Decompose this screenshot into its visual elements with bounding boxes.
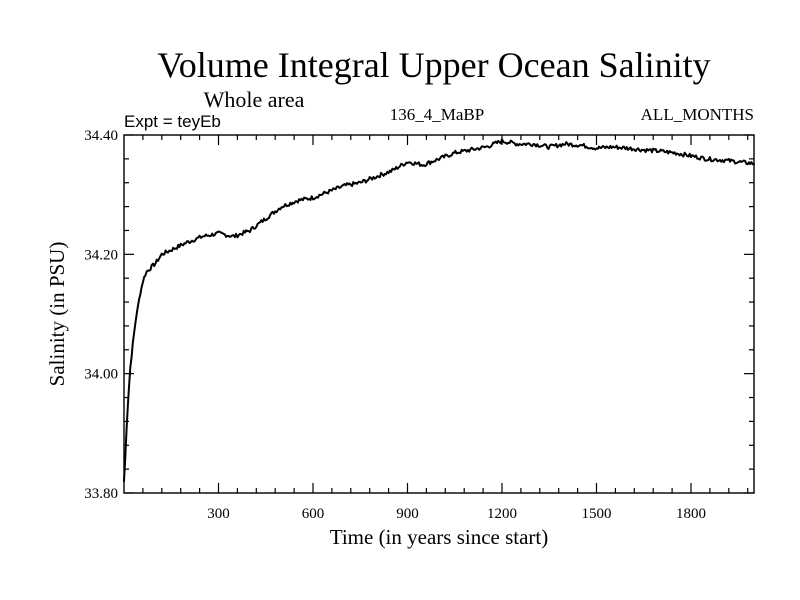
- y-tick-labels: 33.80 34.00 34.20 34.40: [84, 128, 118, 502]
- y-axis-label: Salinity (in PSU): [45, 242, 69, 387]
- salinity-line: [123, 138, 755, 483]
- x-tick-labels: 300 600 900 1200 1500 1800: [207, 506, 706, 522]
- x-tick-label: 600: [302, 506, 325, 522]
- run-label: 136_4_MaBP: [390, 105, 484, 124]
- tick-marks: [124, 134, 754, 494]
- months-label: ALL_MONTHS: [641, 105, 754, 124]
- chart-subtitle: Whole area: [204, 87, 305, 112]
- x-tick-label: 300: [207, 506, 230, 522]
- x-tick-label: 1500: [582, 506, 612, 522]
- y-tick-label: 34.00: [84, 367, 118, 383]
- y-tick-label: 34.20: [84, 247, 118, 263]
- x-tick-label: 1800: [676, 506, 706, 522]
- x-tick-label: 900: [396, 506, 419, 522]
- chart-title: Volume Integral Upper Ocean Salinity: [157, 45, 710, 85]
- x-tick-label: 1200: [487, 506, 517, 522]
- y-tick-label: 33.80: [84, 486, 118, 502]
- plot-frame: [123, 134, 755, 494]
- experiment-label: Expt = teyEb: [124, 112, 221, 131]
- x-axis-label: Time (in years since start): [330, 525, 549, 549]
- plot-area: 300 600 900 1200 1500 1800 33.80 34.00 34.20 34.…: [84, 128, 755, 522]
- y-tick-label: 34.40: [84, 128, 118, 144]
